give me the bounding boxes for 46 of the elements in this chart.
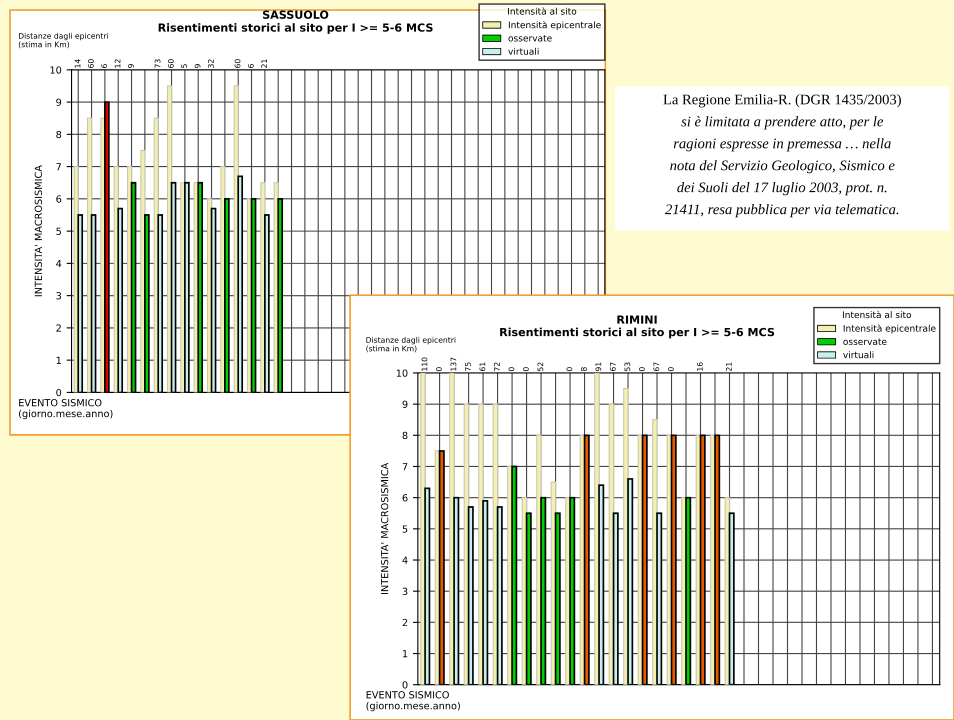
legend-label: osservate xyxy=(843,338,887,345)
y-tick-label: 10 xyxy=(396,369,408,377)
legend-label: virtuali xyxy=(843,351,874,358)
text: 21411, resa pubblica per via telematica. xyxy=(665,204,898,218)
chart-subtitle: Risentimenti storici al sito per I >= 5-6 MCS xyxy=(158,23,433,34)
y-tick-label: 5 xyxy=(402,525,408,533)
y-tick-label: 4 xyxy=(56,260,62,268)
y-tick-label: 7 xyxy=(56,163,61,170)
y-tick-label: 1 xyxy=(56,356,61,364)
y-tick-label: 10 xyxy=(50,66,62,74)
legend-title: Intensità al sito xyxy=(842,310,912,318)
text: ragioni espresse in premessa … nella xyxy=(674,138,891,152)
y-tick-label: 3 xyxy=(402,588,408,596)
y-axis-title: INTENSITA' MACROSISMICA xyxy=(34,165,42,296)
y-tick-label: 0 xyxy=(402,681,408,689)
y-axis-title: INTENSITA' MACROSISMICA xyxy=(380,462,388,594)
y-tick-label: 2 xyxy=(56,324,61,332)
x-axis-title: EVENTO SISMICO (giorno.mese.anno) xyxy=(19,399,112,420)
legend-label: osservate xyxy=(508,35,552,42)
chart-title: SASSUOLO xyxy=(262,10,328,19)
y-tick-label: 5 xyxy=(56,228,61,235)
y-tick-label: 9 xyxy=(402,400,408,408)
text: si è limitata a prendere atto, per le xyxy=(681,116,884,130)
y-tick-label: 6 xyxy=(56,195,62,203)
y-tick-label: 9 xyxy=(56,98,62,106)
y-tick-label: 8 xyxy=(402,432,408,440)
text: dei Suoli del 17 luglio 2003, prot. n. xyxy=(677,182,886,196)
x-axis-title: EVENTO SISMICO (giorno.mese.anno) xyxy=(366,691,460,712)
legend-label: Intensità epicentrale xyxy=(508,20,601,30)
y-tick-label: 4 xyxy=(402,556,408,564)
text: nota del Servizio Geologico, Sismico e xyxy=(670,160,895,174)
y-tick-label: 7 xyxy=(402,463,408,470)
legend-label: Intensità epicentrale xyxy=(844,324,936,334)
text: La Regione Emilia-R. (DGR 1435/2003) xyxy=(663,94,901,108)
bar xyxy=(449,372,455,685)
bar xyxy=(420,372,426,685)
chart-subtitle: Risentimenti storici al sito per I >= 5-6 MCS xyxy=(500,328,774,338)
legend-title: Intensità al sito xyxy=(508,7,576,15)
y-tick-label: 2 xyxy=(402,618,408,626)
legend-label: virtuali xyxy=(508,48,539,55)
y-tick-label: 0 xyxy=(56,388,62,396)
y-tick-label: 8 xyxy=(56,130,62,138)
y-tick-label: 3 xyxy=(56,292,62,300)
y-tick-label: 1 xyxy=(403,650,408,658)
y-tick-label: 6 xyxy=(402,494,408,502)
chart-title: RIMINI xyxy=(617,316,657,324)
